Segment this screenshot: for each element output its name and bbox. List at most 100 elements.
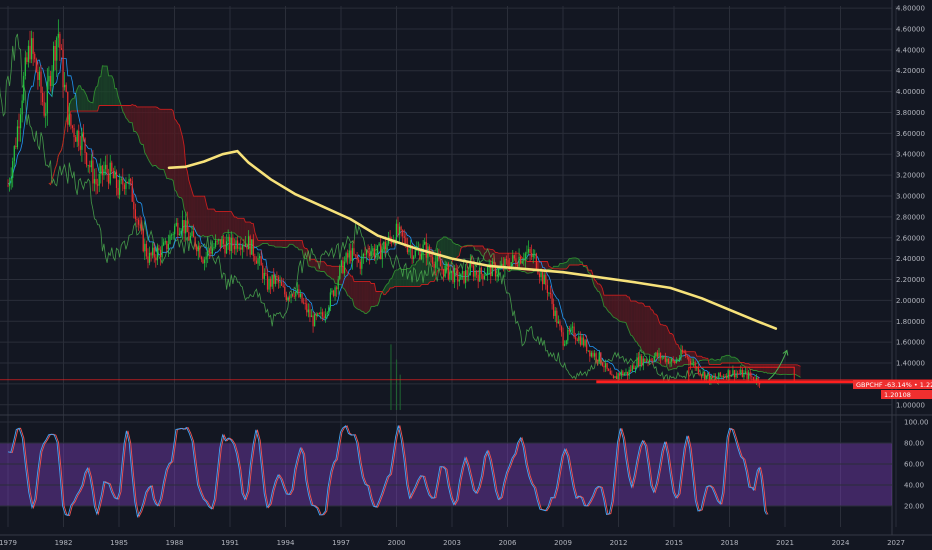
cloud-segment: [742, 362, 744, 366]
cloud-segment: [199, 196, 202, 237]
candle-body: [409, 248, 412, 250]
candle-body: [458, 279, 460, 282]
candle-body: [130, 179, 132, 182]
candle-body: [56, 37, 58, 61]
price-tick-label: 4.00000: [896, 88, 925, 96]
cloud-segment: [475, 246, 477, 251]
cloud-segment: [528, 261, 531, 274]
cloud-segment: [592, 274, 595, 287]
cloud-segment: [168, 109, 170, 180]
cloud-segment: [366, 281, 369, 314]
candle-body: [472, 265, 475, 277]
cloud-segment: [129, 105, 131, 123]
candle-body: [323, 316, 325, 319]
candle-body: [402, 229, 404, 237]
candle-body: [439, 259, 442, 267]
candle-body: [719, 372, 721, 377]
candle-body: [442, 268, 445, 277]
cloud-segment: [185, 166, 188, 218]
candle-body: [281, 282, 283, 286]
candle-body: [436, 255, 438, 262]
candle-body: [463, 271, 465, 283]
volume-bar: [399, 374, 401, 410]
cloud-segment: [457, 244, 460, 257]
cloud-segment: [108, 75, 111, 106]
price-tick-label: 2.20000: [896, 276, 925, 284]
candle-body: [180, 231, 182, 234]
cloud-segment: [215, 211, 218, 240]
candle-body: [60, 48, 63, 50]
candle-body: [600, 352, 602, 363]
candle-body: [376, 245, 379, 253]
cloud-segment: [138, 106, 141, 143]
candle-body: [746, 371, 748, 379]
candle-body: [236, 240, 239, 249]
candle-body: [114, 171, 116, 179]
cloud-segment: [72, 98, 75, 112]
candle-body: [155, 257, 157, 261]
candle-body: [466, 270, 468, 276]
time-tick-label: 2018: [721, 539, 739, 547]
candle-body: [227, 236, 229, 242]
candle-body: [265, 272, 267, 275]
candle-body: [431, 257, 434, 264]
cloud-segment: [231, 211, 233, 233]
candle-body: [361, 256, 363, 269]
candle-body: [321, 312, 324, 317]
candle-body: [329, 292, 331, 308]
candle-body: [680, 349, 682, 359]
conversion-line: [7, 57, 760, 379]
price-tick-label: 4.20000: [896, 67, 925, 75]
candle-body: [398, 226, 401, 235]
cloud-segment: [495, 252, 498, 268]
candle-body: [573, 326, 575, 338]
candle-body: [598, 352, 600, 361]
cloud-segment: [607, 295, 609, 312]
cloud-segment: [88, 100, 90, 112]
cloud-segment: [787, 364, 790, 375]
candle-body: [595, 353, 597, 360]
cloud-segment: [363, 281, 365, 314]
cloud-segment: [357, 281, 359, 310]
candle-body: [416, 249, 418, 251]
cloud-segment: [393, 270, 395, 288]
candle-body: [268, 278, 270, 290]
cloud-segment: [646, 306, 649, 355]
cloud-segment: [96, 86, 98, 112]
cloud-segment: [135, 105, 137, 134]
candle-body: [224, 243, 226, 254]
cloud-segment: [143, 106, 145, 153]
candle-body: [24, 57, 26, 77]
candle-body: [101, 165, 103, 176]
candle-body: [87, 165, 89, 167]
cloud-segment: [611, 295, 614, 318]
candle-body: [90, 160, 92, 168]
stochastic-tick-label: 40.00: [904, 482, 924, 490]
cloud-segment: [759, 364, 762, 372]
cloud-segment: [385, 284, 387, 295]
cloud-segment: [191, 190, 194, 230]
candle-body: [252, 239, 254, 257]
cloud-segment: [242, 218, 244, 241]
candle-body: [364, 253, 366, 255]
cloud-segment: [264, 240, 266, 244]
candle-body: [516, 264, 519, 267]
candle-body: [362, 253, 364, 257]
candle-body: [279, 282, 281, 283]
cloud-segment: [83, 89, 86, 112]
candle-body: [420, 254, 423, 260]
cloud-segment: [324, 261, 326, 274]
candle-body: [548, 292, 550, 294]
candle-body: [457, 269, 459, 282]
candle-body: [752, 376, 754, 380]
cloud-segment: [608, 295, 611, 314]
candle-body: [221, 239, 223, 248]
candle-body: [480, 267, 482, 274]
cloud-segment: [102, 65, 104, 106]
cloud-segment: [375, 291, 378, 306]
cloud-segment: [152, 106, 155, 167]
candle-body: [446, 263, 448, 266]
candle-body: [375, 252, 377, 258]
candle-body: [260, 256, 262, 266]
